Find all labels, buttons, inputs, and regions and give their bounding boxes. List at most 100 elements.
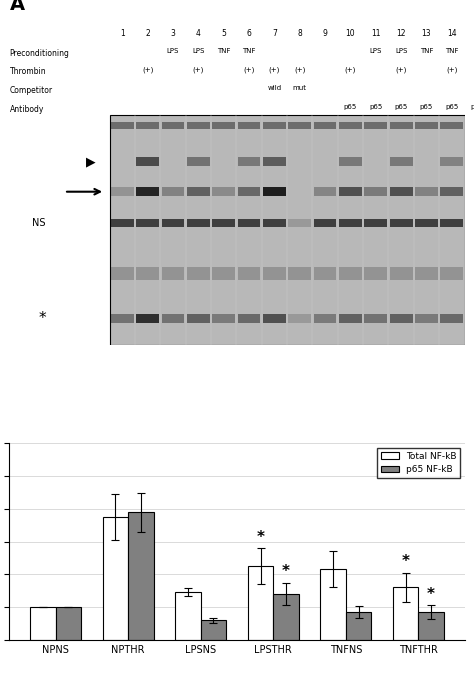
Bar [128,512,154,640]
Text: p65: p65 [344,104,357,110]
Text: 5: 5 [221,29,226,38]
Bar [415,314,438,323]
Bar [440,187,463,196]
Text: p65: p65 [471,104,474,110]
Bar [187,157,210,166]
Text: wild: wild [267,85,282,92]
Text: (+): (+) [446,67,457,73]
Bar [339,314,362,323]
Bar [136,314,159,323]
Text: (+): (+) [269,67,280,73]
Text: p65: p65 [394,104,408,110]
Bar [288,314,311,323]
Text: 9: 9 [323,29,328,38]
Bar [390,157,412,166]
Bar [263,122,286,129]
Bar [314,122,337,129]
Text: 13: 13 [422,29,431,38]
Bar [440,314,463,323]
Bar [136,267,159,280]
Bar [415,187,438,196]
Bar [314,314,337,323]
Bar [288,219,311,227]
Bar [187,219,210,227]
Bar [187,187,210,196]
Text: ▶: ▶ [86,155,96,168]
Text: LPS: LPS [395,48,407,54]
Bar [339,122,362,129]
Text: Thrombin: Thrombin [9,67,46,76]
Bar [136,187,159,196]
Text: p65: p65 [369,104,383,110]
Bar [55,607,81,640]
Bar [263,314,286,323]
Bar [440,157,463,166]
Text: TNF: TNF [217,48,230,54]
Text: p65: p65 [445,104,458,110]
Bar [339,187,362,196]
Bar [415,122,438,129]
Text: 3: 3 [171,29,175,38]
Text: LPS: LPS [167,48,179,54]
Bar [365,122,387,129]
Bar [263,187,286,196]
Bar [320,570,346,640]
Text: 1: 1 [120,29,125,38]
Text: TNF: TNF [420,48,433,54]
Bar [162,267,184,280]
Bar [390,122,412,129]
Bar [201,620,226,640]
Legend: Total NF-kB, p65 NF-kB: Total NF-kB, p65 NF-kB [377,448,460,477]
Bar [136,219,159,227]
Text: 2: 2 [145,29,150,38]
Text: 4: 4 [196,29,201,38]
Text: *: * [402,555,410,570]
Bar [288,267,311,280]
Bar [390,267,412,280]
Bar [237,187,260,196]
Text: 14: 14 [447,29,456,38]
Bar [212,187,235,196]
Text: 11: 11 [371,29,381,38]
Bar [365,314,387,323]
Bar [109,115,465,345]
Bar [111,122,134,129]
Bar [175,592,201,640]
Text: (+): (+) [192,67,204,73]
Bar [314,219,337,227]
Text: A: A [9,0,25,14]
Bar [346,612,371,640]
Bar [263,219,286,227]
Bar [237,267,260,280]
Bar [111,267,134,280]
Bar [187,314,210,323]
Bar [339,157,362,166]
Bar [136,122,159,129]
Bar [365,219,387,227]
Bar [237,219,260,227]
Bar [440,219,463,227]
Text: p65: p65 [420,104,433,110]
Bar [390,187,412,196]
Bar [103,517,128,640]
Text: TNF: TNF [242,48,256,54]
Text: 6: 6 [246,29,252,38]
Text: *: * [256,530,264,545]
Bar [111,187,134,196]
Bar [111,219,134,227]
Bar [248,566,273,640]
Text: 10: 10 [346,29,355,38]
Text: 8: 8 [297,29,302,38]
Bar [415,267,438,280]
Text: LPS: LPS [370,48,382,54]
Text: NS: NS [32,218,46,228]
Text: (+): (+) [142,67,153,73]
Text: Competitor: Competitor [9,86,53,95]
Bar [237,157,260,166]
Bar [440,122,463,129]
Bar [263,267,286,280]
Bar [339,267,362,280]
Bar [339,219,362,227]
Bar [136,157,159,166]
Text: LPS: LPS [192,48,204,54]
